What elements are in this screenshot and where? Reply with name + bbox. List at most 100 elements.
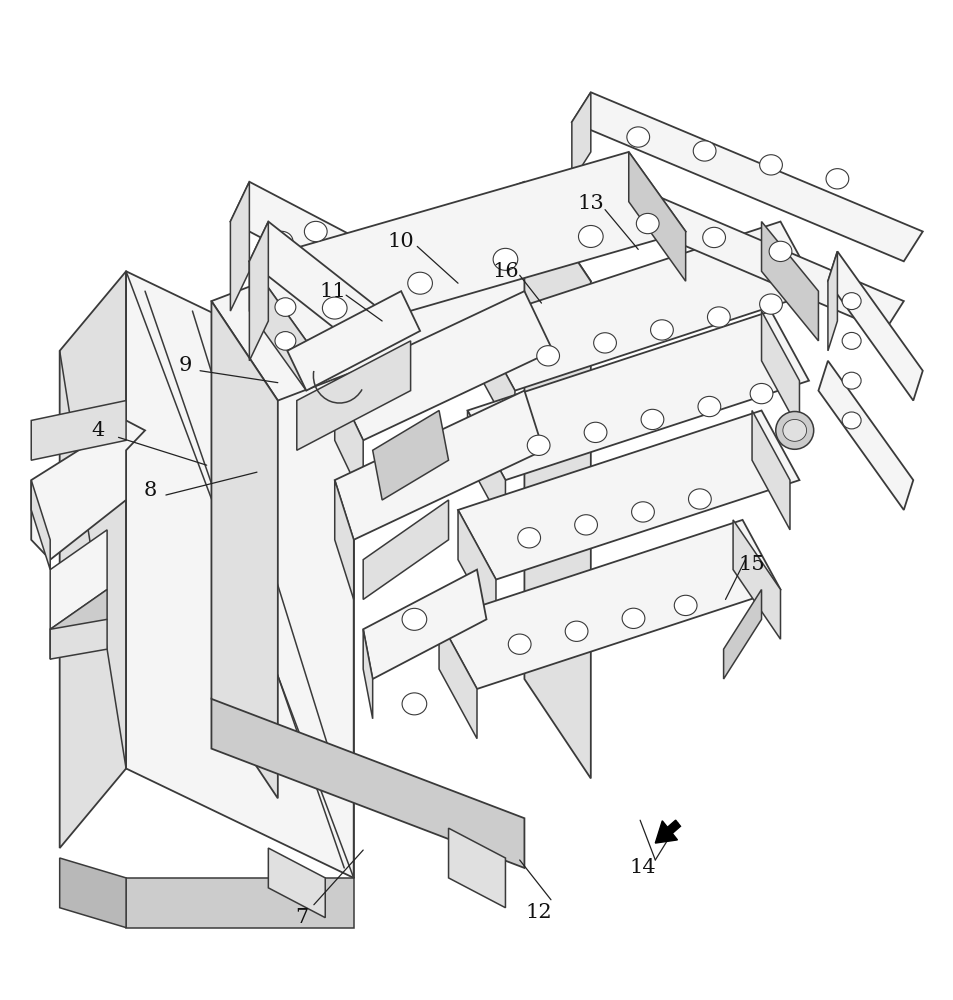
Polygon shape	[363, 500, 448, 599]
Ellipse shape	[636, 213, 659, 234]
Polygon shape	[335, 480, 354, 599]
Ellipse shape	[583, 422, 606, 443]
Ellipse shape	[574, 515, 597, 535]
Text: 9: 9	[178, 356, 192, 375]
Ellipse shape	[578, 225, 602, 247]
Ellipse shape	[702, 227, 724, 248]
Polygon shape	[31, 480, 51, 570]
Polygon shape	[760, 222, 818, 341]
Polygon shape	[827, 251, 922, 401]
Ellipse shape	[270, 231, 293, 252]
Polygon shape	[335, 391, 543, 540]
Polygon shape	[51, 589, 107, 659]
Polygon shape	[31, 420, 145, 560]
Polygon shape	[438, 520, 780, 689]
Polygon shape	[760, 311, 799, 430]
Ellipse shape	[593, 333, 616, 353]
Text: 14: 14	[629, 858, 656, 877]
Polygon shape	[249, 152, 685, 341]
Polygon shape	[373, 410, 448, 500]
Polygon shape	[51, 619, 107, 659]
Polygon shape	[212, 699, 524, 868]
Polygon shape	[571, 92, 922, 261]
Ellipse shape	[322, 297, 347, 319]
Ellipse shape	[407, 272, 432, 294]
Text: 11: 11	[319, 282, 346, 301]
Text: 8: 8	[143, 481, 156, 500]
Ellipse shape	[626, 127, 649, 147]
Ellipse shape	[527, 435, 550, 455]
Polygon shape	[580, 172, 599, 261]
Polygon shape	[296, 341, 410, 450]
Ellipse shape	[782, 419, 805, 441]
Polygon shape	[571, 92, 590, 182]
Ellipse shape	[841, 412, 861, 429]
Polygon shape	[476, 222, 818, 391]
Ellipse shape	[768, 241, 791, 262]
Ellipse shape	[621, 608, 644, 628]
Polygon shape	[363, 629, 373, 719]
Polygon shape	[335, 291, 553, 440]
Ellipse shape	[564, 621, 587, 641]
Ellipse shape	[517, 528, 540, 548]
Polygon shape	[732, 520, 780, 639]
Polygon shape	[827, 251, 837, 351]
Ellipse shape	[841, 372, 861, 389]
Ellipse shape	[688, 489, 711, 509]
Ellipse shape	[749, 383, 772, 404]
Ellipse shape	[640, 409, 663, 430]
Ellipse shape	[631, 502, 654, 522]
Ellipse shape	[274, 298, 295, 316]
Ellipse shape	[825, 169, 848, 189]
Text: 7: 7	[294, 908, 308, 927]
Ellipse shape	[401, 608, 426, 630]
Ellipse shape	[674, 595, 697, 616]
Polygon shape	[476, 321, 515, 440]
Polygon shape	[628, 152, 685, 281]
Polygon shape	[287, 291, 419, 391]
Ellipse shape	[274, 332, 295, 350]
Polygon shape	[467, 311, 808, 480]
Polygon shape	[580, 172, 902, 331]
Ellipse shape	[304, 221, 327, 242]
Polygon shape	[231, 182, 249, 311]
Polygon shape	[268, 848, 325, 918]
Ellipse shape	[698, 396, 720, 417]
Ellipse shape	[537, 346, 558, 366]
Polygon shape	[722, 589, 760, 679]
Polygon shape	[457, 510, 496, 629]
Text: 13: 13	[577, 194, 603, 213]
Polygon shape	[60, 858, 126, 928]
Ellipse shape	[508, 634, 531, 654]
Ellipse shape	[650, 320, 673, 340]
Polygon shape	[448, 828, 505, 908]
Polygon shape	[60, 271, 126, 848]
Text: 16: 16	[492, 262, 518, 281]
Polygon shape	[249, 222, 382, 351]
Ellipse shape	[693, 141, 716, 161]
Polygon shape	[438, 619, 476, 739]
Polygon shape	[249, 222, 268, 361]
Polygon shape	[457, 410, 799, 580]
Polygon shape	[126, 878, 354, 928]
Ellipse shape	[759, 294, 781, 314]
Polygon shape	[467, 410, 505, 530]
Polygon shape	[751, 410, 789, 530]
Polygon shape	[524, 182, 590, 778]
Text: 10: 10	[387, 232, 414, 251]
Polygon shape	[335, 381, 363, 500]
Text: 12: 12	[525, 903, 552, 922]
Polygon shape	[51, 530, 107, 629]
Ellipse shape	[841, 293, 861, 310]
FancyArrow shape	[655, 820, 679, 843]
Polygon shape	[818, 361, 912, 510]
Polygon shape	[231, 182, 400, 301]
Text: 15: 15	[738, 555, 764, 574]
Polygon shape	[31, 401, 126, 460]
Ellipse shape	[775, 411, 813, 449]
Ellipse shape	[707, 307, 729, 327]
Polygon shape	[249, 261, 306, 391]
Ellipse shape	[401, 693, 426, 715]
Ellipse shape	[759, 155, 781, 175]
Polygon shape	[126, 271, 354, 878]
